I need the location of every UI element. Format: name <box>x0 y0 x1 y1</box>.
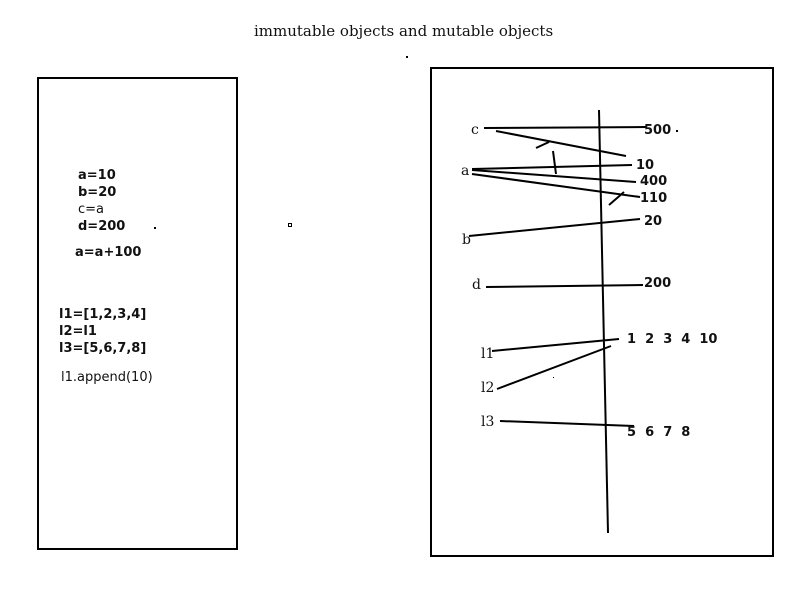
diagram-title: immutable objects and mutable objects <box>254 22 554 40</box>
code-panel <box>37 77 238 550</box>
code-line: l3=[5,6,7,8] <box>59 341 147 356</box>
stray-dot <box>553 377 554 378</box>
stray-dot <box>288 223 292 227</box>
code-line: a=a+100 <box>75 245 142 260</box>
code-line: l1=[1,2,3,4] <box>59 307 147 322</box>
stray-dot <box>154 227 156 229</box>
code-line: l2=l1 <box>59 324 97 339</box>
memory-panel <box>430 67 774 557</box>
code-line: c=a <box>78 202 105 217</box>
code-line: d=200 <box>78 219 126 234</box>
stray-dot <box>676 130 678 132</box>
stray-dot <box>406 56 408 58</box>
code-line: l1.append(10) <box>61 370 153 385</box>
code-line: b=20 <box>78 185 117 200</box>
code-line: a=10 <box>78 168 116 183</box>
